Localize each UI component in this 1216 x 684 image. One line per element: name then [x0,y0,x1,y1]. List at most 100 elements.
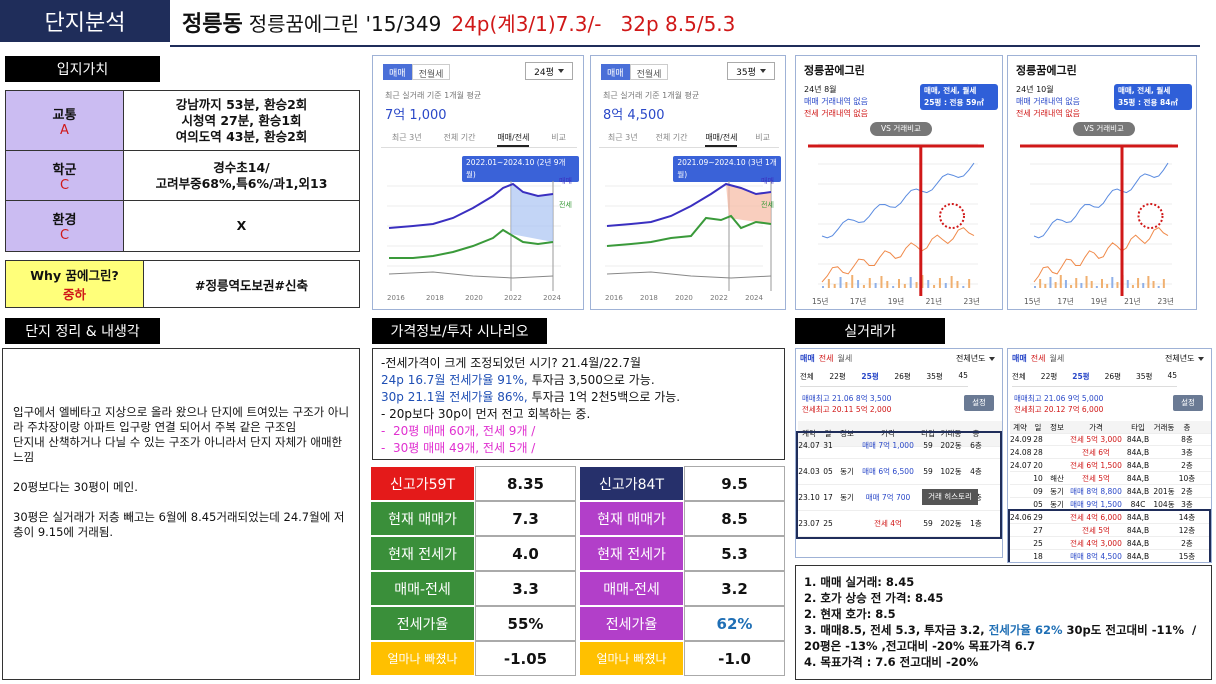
summary: 24p(계3/1)7.3/- 32p 8.5/5.3 [451,11,736,36]
cell: 25 [823,519,833,528]
period: 최근 3년 [391,133,422,142]
cell: 59 [923,519,933,528]
tab: 전월세 [411,64,451,80]
text-line: 1. 매매 실거래: 8.45 [804,574,1203,590]
cell: 15층 [1178,551,1196,561]
grade: 중하 [62,287,86,302]
grade: C [59,228,70,243]
x-label: 2020 [465,294,483,302]
deal-row: 24.07 20 전세 6억 1,500 84A,B 2층 [1010,459,1211,472]
x-label: 19년 [887,297,905,306]
cell: 10층 [1178,473,1196,483]
text-segment: 2. 현재 호가: 8.5 [804,607,896,621]
deal-row: 24.06 29 전세 4억 6,000 84A,B 14층 [1010,511,1211,524]
section-label: 실거래가 [795,318,945,344]
district: 정릉동 [182,12,243,37]
highlight-frame [1008,509,1211,562]
size-tab: 26평 [894,372,911,381]
cell: 전세 5억 [1082,473,1110,483]
x-label: 2020 [675,294,693,302]
volume-bar [1090,281,1093,288]
cell: 거래동 [1153,422,1175,432]
cell: 102동 [940,467,962,476]
memo-paragraph: 30평은 실거래가 저층 빼고는 6월에 8.45거래되었는데 24.7월에 저… [13,510,345,539]
x-label: 23년 [1157,297,1174,306]
cell: 59 [923,441,933,450]
memo-paragraph: 단지내 산책하거나 다닐 수 있는 구조가 아니라서 단지 자체가 애매한 느낌 [13,435,343,464]
text-line: 24p 16.7월 전세가율 91%, 투자금 3,500으로 가능. [381,372,776,389]
sale-points [1033,162,1169,239]
cell: 계약 [1013,422,1027,432]
caret [989,356,996,361]
cell: 84A,B [1126,460,1150,470]
cell: 매매 9억 1,500 [1070,499,1122,509]
x-label: 2018 [426,294,444,302]
location-label: 환경 C [6,201,124,251]
setting-button: 설정 [1173,395,1203,411]
cell: 84A,B [1126,473,1150,483]
cell: 09 [1033,486,1043,496]
period: 전체 기간 [443,133,476,142]
tabs: 매매 전세 월세 [1012,353,1092,365]
cell: 3층 [1181,499,1193,509]
ratio-line [606,271,772,279]
volume-bar [868,278,871,288]
legend-entry: 매매 [559,177,572,185]
price-value: 55% [475,606,576,641]
cell: 동기 [840,493,854,502]
location-text: X [124,201,359,251]
text-line: - 20p보다 30p이 먼저 전고 회복하는 중. [381,406,776,423]
cell: 층 [1183,422,1191,432]
header-row: 계약 일 정보 가격 타입 거래동 층 [1010,421,1211,434]
price-value: 4.0 [475,536,576,571]
legend-entry: 전세 [761,201,774,209]
cell: 84A,B [1126,512,1150,522]
x-label: 23년 [963,297,980,306]
text-segment: 4. 목표가격 : 7.6 전고대비 -20% [804,655,979,669]
cell: 84A,B [1126,551,1150,561]
volume-bar [1101,279,1103,288]
volume-bar [956,281,959,288]
cell: 202동 [940,519,962,528]
range-fill [511,184,553,242]
cell: 104동 [1153,499,1175,509]
text-segment: 24p 16.7월 전세가율 91%, [381,373,532,387]
price-value: 8.35 [475,466,576,501]
note: 전세 거래내역 없음 [804,109,868,118]
tab: 매매 [1012,354,1027,363]
sale-points [821,162,975,239]
price-value: 8.5 [684,501,785,536]
deal-row: 25 전세 4억 3,000 84A,B 2층 [1010,537,1211,550]
cell: 24.03 [798,467,820,476]
deal-summary: 1. 매매 실거래: 8.45 2. 호가 상승 전 가격: 8.45 2. 현재 … [795,565,1212,680]
grade: A [60,122,69,138]
tab: 전월세 [629,64,669,80]
text-line: - 30평 매매 49개, 전세 5개 / [381,440,776,457]
text-line: -전세가격이 크게 조정되었던 시기? 21.4월/22.7월 [381,355,776,372]
cell: 6층 [970,441,982,450]
cell: 24.06 [1010,512,1032,522]
location-row: 환경 C X [6,201,359,251]
price-value: -1.05 [475,641,576,676]
cell: 05 [1033,499,1043,509]
cell: 동기 [840,467,854,476]
price-chart-screenshot: 매매 전월세 35평 최근 실거래 기준 1개월 평균 8억 4,500 최근 3년 전체 … [590,55,786,310]
cell: 8층 [1181,434,1193,444]
price-label: 현재 매매가 [579,501,684,536]
tab: 월세 [1049,354,1065,363]
cell: 거래동 [940,429,962,438]
x-labels: 15년 17년 19년 21년 23년 [1024,296,1174,308]
volume-bar [1064,280,1067,288]
cell: 29 [1033,512,1043,522]
tooltip-line: 2022.01~2024.10 (2년 9개월) [466,158,566,179]
volume-bar [862,285,865,288]
red-circle [1137,203,1164,229]
jeonse-line [606,214,772,247]
price-label: 전세가율 [370,606,475,641]
label: Why 꿈에그린? [30,268,119,283]
memo-paragraph: 입구에서 엘베타고 지상으로 올라 왔으나 단지에 트여있는 구조가 아니라 주… [13,405,350,434]
volume-bar [944,283,947,288]
year: 전체년도 [1165,354,1195,363]
price-label: 현재 전세가 [579,536,684,571]
compare-button: VS 거래비교 [870,122,932,136]
